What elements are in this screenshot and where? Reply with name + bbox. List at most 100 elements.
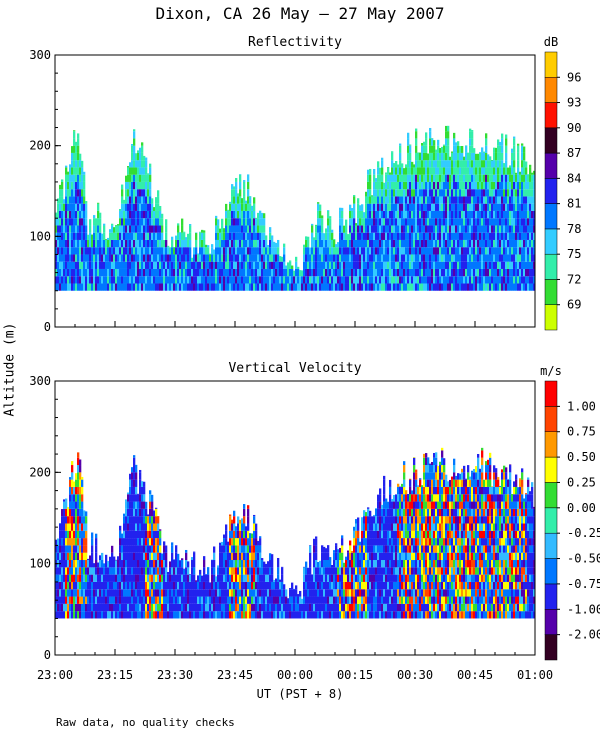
data-cell	[321, 268, 324, 277]
data-cell	[249, 225, 252, 233]
data-cell	[377, 225, 380, 233]
data-cell	[253, 197, 256, 204]
data-cell	[73, 283, 76, 291]
data-cell	[493, 196, 496, 204]
data-cell	[97, 261, 100, 269]
data-cell	[139, 545, 142, 553]
data-cell	[265, 247, 268, 255]
data-cell	[333, 239, 336, 240]
data-cell	[315, 536, 318, 539]
data-cell	[455, 203, 458, 211]
data-cell	[315, 581, 318, 590]
data-cell	[479, 247, 482, 255]
data-cell	[217, 261, 220, 269]
data-cell	[281, 603, 284, 612]
data-cell	[135, 254, 138, 262]
data-cell	[191, 283, 194, 291]
data-cell	[143, 203, 146, 211]
data-cell	[145, 574, 148, 582]
data-cell	[491, 247, 494, 255]
data-cell	[369, 261, 372, 269]
data-cell	[163, 268, 166, 277]
data-cell	[125, 581, 128, 590]
data-cell	[129, 268, 132, 277]
data-cell	[157, 581, 160, 590]
data-cell	[389, 196, 392, 204]
data-cell	[315, 574, 318, 582]
data-cell	[121, 254, 124, 262]
data-cell	[65, 567, 68, 575]
data-cell	[467, 189, 470, 197]
data-cell	[73, 508, 76, 517]
data-cell	[139, 196, 142, 204]
data-cell	[265, 603, 268, 612]
data-cell	[401, 261, 404, 269]
data-cell	[273, 241, 276, 248]
data-cell	[261, 581, 264, 590]
data-cell	[431, 225, 434, 233]
data-cell	[391, 261, 394, 269]
data-cell	[99, 261, 102, 269]
data-cell	[515, 239, 518, 248]
data-cell	[243, 218, 246, 226]
data-cell	[173, 574, 176, 582]
data-cell	[241, 210, 244, 219]
data-cell	[421, 232, 424, 240]
data-cell	[77, 254, 80, 262]
data-cell	[229, 516, 232, 524]
data-cell	[97, 567, 100, 575]
data-cell	[243, 181, 246, 190]
data-cell	[179, 560, 182, 568]
data-cell	[69, 486, 72, 495]
data-cell	[277, 239, 280, 248]
data-cell	[475, 167, 478, 175]
data-cell	[199, 232, 202, 240]
data-cell	[409, 160, 412, 168]
data-cell	[245, 218, 248, 226]
data-cell	[209, 611, 212, 619]
data-cell	[137, 203, 140, 211]
data-cell	[247, 505, 250, 509]
data-cell	[83, 567, 86, 575]
data-cell	[475, 153, 478, 161]
data-cell	[135, 239, 138, 248]
data-cell	[69, 276, 72, 284]
data-cell	[287, 268, 290, 277]
data-cell	[311, 268, 314, 277]
data-cell	[475, 283, 478, 291]
data-cell	[151, 203, 154, 211]
data-cell	[297, 594, 300, 597]
data-cell	[121, 268, 124, 277]
data-cell	[449, 239, 452, 248]
data-cell	[115, 560, 118, 568]
data-cell	[495, 247, 498, 255]
data-cell	[397, 196, 400, 204]
data-cell	[59, 581, 62, 590]
data-cell	[167, 245, 170, 248]
data-cell	[461, 225, 464, 233]
data-cell	[225, 268, 228, 277]
data-cell	[281, 589, 284, 597]
data-cell	[209, 603, 212, 612]
data-cell	[303, 581, 306, 590]
data-cell	[439, 147, 442, 153]
data-cell	[211, 244, 214, 248]
data-cell	[175, 611, 178, 619]
data-cell	[225, 218, 228, 226]
data-cell	[101, 283, 104, 291]
data-cell	[355, 232, 358, 240]
data-cell	[395, 196, 398, 204]
data-cell	[425, 247, 428, 255]
data-cell	[231, 247, 234, 255]
data-cell	[421, 174, 424, 182]
data-cell	[95, 589, 98, 597]
data-cell	[121, 611, 124, 619]
data-cell	[139, 247, 142, 255]
data-cell	[487, 283, 490, 291]
data-cell	[141, 196, 144, 204]
data-cell	[149, 494, 152, 502]
data-cell	[257, 552, 260, 561]
data-cell	[411, 232, 414, 240]
data-cell	[279, 611, 282, 619]
data-cell	[451, 247, 454, 255]
